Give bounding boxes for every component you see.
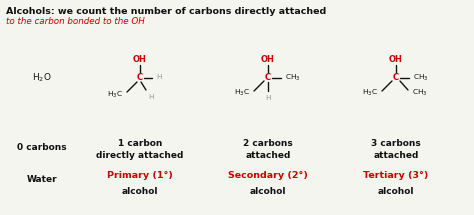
Text: 2 carbons: 2 carbons — [243, 140, 293, 149]
Text: C: C — [137, 74, 143, 83]
Text: Tertiary (3°): Tertiary (3°) — [363, 172, 428, 181]
Text: C: C — [265, 74, 271, 83]
Text: H$_3$C: H$_3$C — [362, 88, 378, 98]
Text: Alcohols: we count the number of carbons directly attached: Alcohols: we count the number of carbons… — [6, 7, 326, 16]
Text: CH$_3$: CH$_3$ — [412, 88, 428, 98]
Text: CH$_3$: CH$_3$ — [413, 73, 429, 83]
Text: H: H — [148, 94, 154, 100]
Text: attached: attached — [374, 150, 419, 160]
Text: H$_3$C: H$_3$C — [234, 88, 250, 98]
Text: 1 carbon: 1 carbon — [118, 140, 162, 149]
Text: Water: Water — [27, 175, 57, 184]
Text: OH: OH — [389, 55, 403, 64]
Text: directly attached: directly attached — [96, 150, 184, 160]
Text: OH: OH — [261, 55, 275, 64]
Text: to the carbon bonded to the OH: to the carbon bonded to the OH — [6, 17, 145, 26]
Text: alcohol: alcohol — [250, 186, 286, 195]
Text: Primary (1°): Primary (1°) — [107, 172, 173, 181]
Text: 0 carbons: 0 carbons — [17, 143, 67, 152]
Text: H$_2$O: H$_2$O — [32, 72, 52, 84]
Text: alcohol: alcohol — [378, 186, 414, 195]
Text: attached: attached — [246, 150, 291, 160]
Text: C: C — [393, 74, 399, 83]
Text: H: H — [156, 74, 162, 80]
Text: CH$_3$: CH$_3$ — [285, 73, 301, 83]
Text: H$_3$C: H$_3$C — [107, 90, 123, 100]
Text: 3 carbons: 3 carbons — [371, 140, 421, 149]
Text: OH: OH — [133, 55, 147, 64]
Text: alcohol: alcohol — [122, 186, 158, 195]
Text: H: H — [265, 95, 271, 101]
Text: Secondary (2°): Secondary (2°) — [228, 172, 308, 181]
